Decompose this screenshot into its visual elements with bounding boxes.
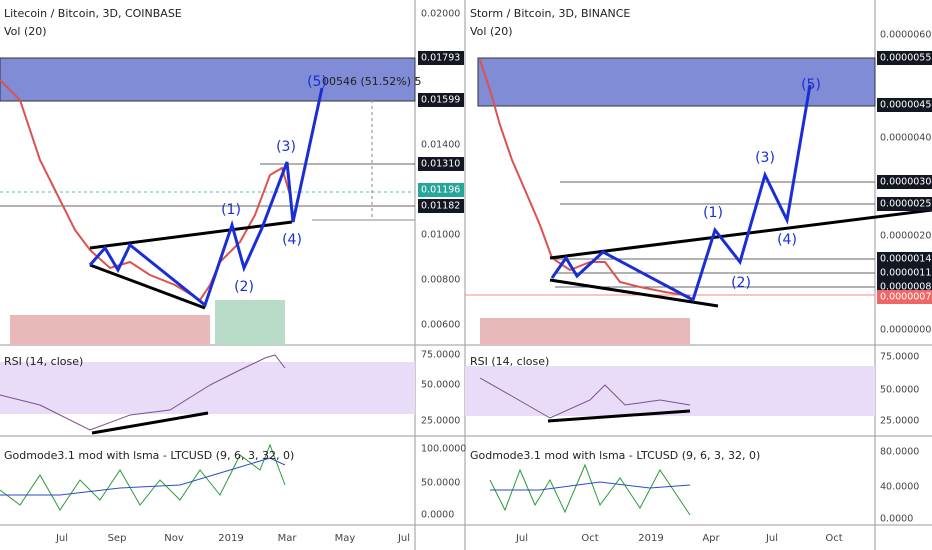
price-label-box <box>418 93 464 107</box>
price-tick: 0.02000 <box>421 9 460 20</box>
rsi-label: RSI (14, close) <box>4 355 83 368</box>
price-label-box <box>418 199 464 213</box>
volume <box>10 300 690 345</box>
rsi-trace <box>0 354 286 431</box>
trend-lines <box>89 208 932 435</box>
price-label-box <box>418 183 464 197</box>
time-tick: Mar <box>278 533 298 544</box>
wave-path <box>88 87 324 308</box>
osc-tick: 0.0000 <box>880 514 913 525</box>
price-label: 0.00000557 <box>880 53 932 64</box>
price-tick: 0.00600 <box>421 320 460 331</box>
rsi-tick: 50.0000 <box>880 385 919 396</box>
chart-title: Storm / Bitcoin, 3D, BINANCE <box>470 7 630 20</box>
price-label: 0.01599 <box>421 95 460 106</box>
price-tick: 0.01000 <box>421 230 460 241</box>
price-label: 0.00000142 <box>880 254 932 265</box>
osc-trace <box>489 463 691 516</box>
price-tick: 0.00800 <box>421 275 460 286</box>
wave-label: (4) <box>282 232 302 248</box>
price-label-box <box>877 197 932 211</box>
price-label-box <box>877 290 932 304</box>
rsi-trace <box>479 377 691 419</box>
chart-title: Litecoin / Bitcoin, 3D, COINBASE <box>4 7 182 20</box>
rsi-tick: 25.0000 <box>421 416 460 427</box>
rsi-tick: 75.0000 <box>880 352 919 363</box>
time-tick: Nov <box>164 533 184 544</box>
osc-label: Godmode3.1 mod with lsma - LTCUSD (9, 6,… <box>470 449 760 462</box>
osc-tick: 100.0000 <box>421 444 466 455</box>
time-tick: Jul <box>515 533 528 544</box>
osc-label: Godmode3.1 mod with lsma - LTCUSD (9, 6,… <box>4 449 294 462</box>
price-label: 0.01196 <box>421 185 460 196</box>
time-tick: 2019 <box>218 533 243 544</box>
wave-label: (1) <box>703 205 723 221</box>
osc-trace <box>490 481 691 491</box>
wave-label: (3) <box>755 150 775 166</box>
price-tick: 0.00000600 <box>880 30 932 41</box>
volume-label: Vol (20) <box>4 25 47 38</box>
wave-label: (3) <box>276 139 296 155</box>
price-label: 0.00000072 <box>880 292 932 303</box>
price-tick: 0.00000400 <box>880 133 932 144</box>
price-label-box <box>418 157 464 171</box>
time-tick: 2019 <box>638 533 663 544</box>
price-label-box <box>877 98 932 112</box>
time-tick: Oct <box>825 533 842 544</box>
wave-path <box>550 84 812 303</box>
wave-label: (1) <box>221 202 241 218</box>
time-tick: Oct <box>581 533 598 544</box>
osc-tick: 80.0000 <box>880 447 919 458</box>
price-tick: 0.00000000 <box>880 325 932 336</box>
osc-tick: 50.0000 <box>421 478 460 489</box>
rsi-label: RSI (14, close) <box>470 355 549 368</box>
wave-label: (5) <box>801 77 821 93</box>
price-tick: 0.00000200 <box>880 231 932 242</box>
rsi-band <box>465 366 875 416</box>
time-tick: Apr <box>702 533 720 544</box>
time-tick: Jul <box>397 533 410 544</box>
price-label: 0.00000454 <box>880 100 932 111</box>
wave-label: (2) <box>731 275 751 291</box>
rsi-tick: 25.0000 <box>880 416 919 427</box>
levels <box>0 163 875 296</box>
osc-tick: 40.0000 <box>880 482 919 493</box>
osc-tick: 0.0000 <box>421 510 454 521</box>
price-trace <box>0 79 291 302</box>
time-tick: Sep <box>108 533 127 544</box>
price-label: 0.01793 <box>421 53 460 64</box>
price-label: 0.00000304 <box>880 177 932 188</box>
osc-trace <box>0 443 286 511</box>
price-label: 0.00000088 <box>880 282 932 293</box>
price-label: 0.00000116 <box>880 268 932 279</box>
wave-label: (2) <box>234 279 254 295</box>
price-tick: 0.01400 <box>421 140 460 151</box>
time-tick: Jul <box>765 533 778 544</box>
price-label-box <box>877 266 932 280</box>
rsi-tick: 75.0000 <box>421 350 460 361</box>
price-label: 0.00000257 <box>880 199 932 210</box>
time-tick: May <box>335 533 356 544</box>
measure-label: 00546 (51.52%) 5 <box>322 75 422 88</box>
labels: Litecoin / Bitcoin, 3D, COINBASE Vol (20)… <box>4 7 932 544</box>
price-label-box <box>418 51 464 65</box>
wave-label: (5) <box>307 74 327 90</box>
time-tick: Jul <box>55 533 68 544</box>
target-zone <box>0 57 416 102</box>
price-label-box <box>877 51 932 65</box>
price-label: 0.01310 <box>421 159 460 170</box>
price-label-box <box>877 252 932 266</box>
rsi-band <box>0 362 415 414</box>
rsi-tick: 50.0000 <box>421 380 460 391</box>
volume-label: Vol (20) <box>470 25 513 38</box>
wave-label: (4) <box>777 232 797 248</box>
price-label-box <box>877 175 932 189</box>
osc-trace <box>0 457 286 496</box>
price-label: 0.01182 <box>421 201 460 212</box>
